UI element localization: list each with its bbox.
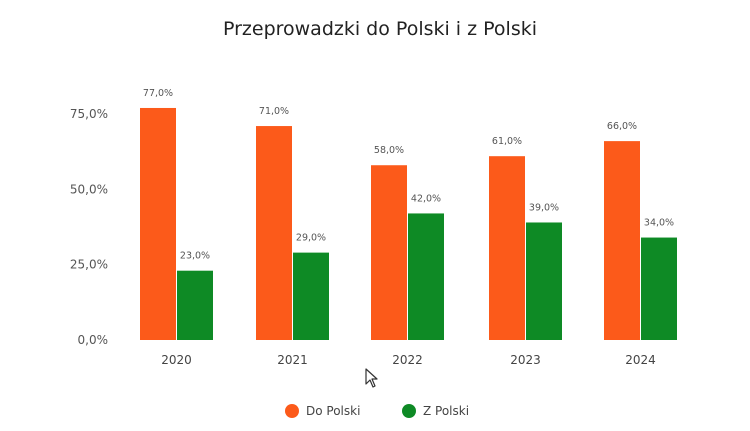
x-tick-label: 2021 <box>277 353 308 367</box>
bars: 77,0% 71,0% 58,0% 61,0% 66,0% 23,0% 29,0% 42,0%… <box>140 88 677 341</box>
x-tick-label: 2020 <box>161 353 192 367</box>
data-label: 71,0% <box>259 106 289 117</box>
y-tick-label: 25,0% <box>70 258 108 272</box>
x-tick-label: 2022 <box>392 353 423 367</box>
x-tick-label: 2024 <box>625 353 656 367</box>
bar-do-polski-2020 <box>140 107 176 341</box>
data-label: 77,0% <box>143 88 173 99</box>
x-tick-label: 2023 <box>510 353 541 367</box>
x-axis: 2020 2021 2022 2023 2024 <box>161 353 656 367</box>
data-label: 39,0% <box>529 202 559 213</box>
legend-item-z-polski[interactable]: Z Polski <box>402 404 469 418</box>
legend-marker-z-polski <box>402 404 416 418</box>
data-label: 23,0% <box>180 251 210 262</box>
legend-item-do-polski[interactable]: Do Polski <box>285 404 360 418</box>
bar-do-polski-2022 <box>371 165 407 340</box>
bar-do-polski-2024 <box>604 141 640 340</box>
data-label: 66,0% <box>607 121 637 132</box>
data-label: 58,0% <box>374 145 404 156</box>
legend: Do Polski Z Polski <box>0 404 750 426</box>
y-tick-label: 50,0% <box>70 182 108 196</box>
bar-do-polski-2021 <box>256 126 292 340</box>
bar-z-polski-2021 <box>293 252 329 340</box>
y-tick-label: 75,0% <box>70 107 108 121</box>
data-label: 61,0% <box>492 136 522 147</box>
bar-do-polski-2023 <box>489 156 525 340</box>
bar-z-polski-2024 <box>641 237 677 340</box>
mouse-cursor-icon <box>365 368 378 388</box>
data-label: 42,0% <box>411 193 441 204</box>
legend-label-z-polski: Z Polski <box>423 404 470 418</box>
chart-title: Przeprowadzki do Polski i z Polski <box>222 18 538 40</box>
y-axis: 0,0% 25,0% 50,0% 75,0% <box>70 107 108 347</box>
data-label: 34,0% <box>644 218 674 229</box>
y-tick-label: 0,0% <box>78 333 109 347</box>
legend-marker-do-polski <box>285 404 299 418</box>
bar-z-polski-2023 <box>526 222 562 340</box>
legend-label-do-polski: Do Polski <box>306 404 361 418</box>
data-label: 29,0% <box>296 233 326 244</box>
bar-z-polski-2022 <box>408 213 444 340</box>
bar-z-polski-2020 <box>177 270 213 340</box>
